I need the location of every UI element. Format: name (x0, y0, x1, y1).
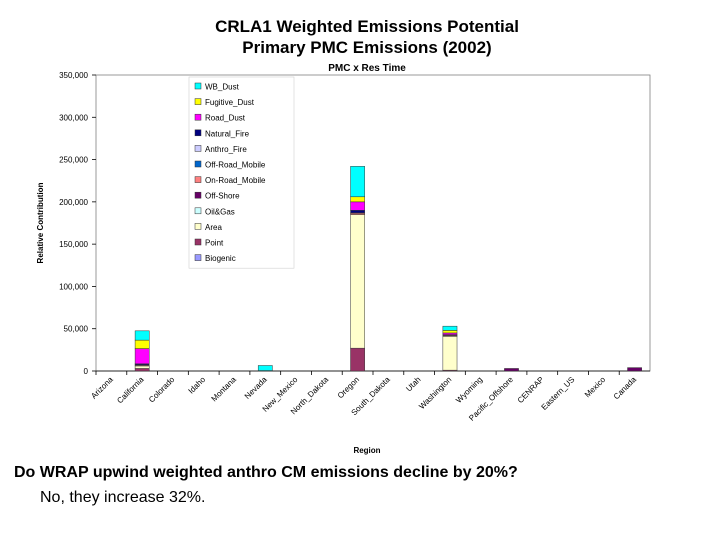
y-tick-label: 0 (84, 367, 89, 376)
x-tick-label: Wyoming (454, 375, 484, 405)
legend-label: Off-Shore (205, 192, 240, 201)
y-tick-label: 50,000 (64, 325, 89, 334)
legend-swatch (194, 82, 202, 90)
legend-label: Off-Road_Mobile (205, 161, 266, 170)
x-tick-label: Idaho (187, 375, 208, 396)
y-tick-label: 200,000 (59, 198, 88, 207)
y-tick-label: 300,000 (59, 113, 88, 122)
caption-answer: No, they increase 32%. (40, 489, 206, 506)
legend-swatch (194, 238, 202, 246)
legend-label: WB_Dust (205, 83, 240, 92)
legend-label: Anthro_Fire (205, 145, 247, 154)
legend-label: Oil&Gas (205, 207, 235, 216)
x-tick-label: Eastern_US (540, 375, 577, 412)
y-tick-label: 100,000 (59, 282, 88, 291)
x-tick-label: California (115, 375, 146, 406)
legend-swatch (194, 223, 202, 230)
x-tick-label: Arizona (89, 375, 115, 401)
x-tick-label: Mexico (583, 375, 608, 400)
legend-label: Biogenic (205, 254, 236, 263)
legend-swatch (194, 129, 202, 137)
legend-label: Point (205, 239, 224, 248)
bar-Pacific_Offshore-Off-Shore (504, 368, 519, 372)
y-tick-label: 150,000 (59, 240, 88, 249)
bar-Oregon-Point (350, 347, 365, 372)
legend-swatch (194, 98, 202, 105)
x-tick-label: Canada (612, 375, 639, 402)
legend-swatch (194, 160, 202, 168)
legend-swatch (194, 176, 202, 183)
x-tick-label: Oregon (336, 375, 361, 400)
legend-label: Fugitive_Dust (205, 98, 255, 107)
legend-box (188, 76, 295, 269)
legend-label: On-Road_Mobile (205, 176, 266, 185)
legend-swatch (194, 207, 202, 215)
bar-California-Fugitive_Dust (134, 339, 150, 349)
bar-Canada-Off-Shore (627, 367, 642, 372)
y-tick-label: 350,000 (59, 71, 88, 80)
chart-title-line2: Primary PMC Emissions (2002) (242, 38, 491, 57)
x-tick-label: CENRAP (516, 375, 546, 405)
bar-Oregon-WB_Dust (350, 166, 365, 198)
legend: WB_Dust Fugitive_Dust Road_Dust Natural_Fir… (188, 76, 295, 269)
y-tick-label: 250,000 (59, 156, 88, 165)
bar-California-WB_Dust (134, 330, 150, 341)
bar-California-Area (134, 365, 150, 369)
legend-label: Natural_Fire (205, 129, 250, 138)
bar-Washington-Fugitive_Dust (442, 330, 458, 334)
x-tick-label: Utah (404, 375, 422, 393)
bar-Washington-WB_Dust (442, 325, 458, 331)
chart: CRLA1 Weighted Emissions Potential Prima… (36, 17, 651, 455)
x-axis-label: Region (353, 446, 380, 455)
bar-Oregon-Road_Dust (350, 201, 365, 211)
plot-frame (95, 74, 651, 372)
x-tick-label: Colorado (147, 375, 177, 405)
x-tick-label: Washington (417, 375, 453, 411)
x-tick-label: Nevada (243, 375, 269, 401)
bar-Washington-Road_Dust (442, 332, 458, 335)
bar-Washington-Area (442, 336, 458, 371)
x-tick-label: Montana (210, 375, 239, 404)
y-axis-label: Relative Contribution (36, 182, 45, 263)
chart-subtitle: PMC x Res Time (328, 63, 406, 74)
legend-swatch (194, 254, 202, 261)
legend-swatch (194, 191, 202, 199)
bar-Oregon-Fugitive_Dust (350, 196, 365, 203)
bar-California-Road_Dust (134, 348, 150, 365)
legend-label: Road_Dust (205, 114, 246, 123)
legend-swatch (194, 145, 202, 152)
bar-Oregon-Area (350, 214, 365, 349)
bar-California-Point (134, 368, 150, 372)
legend-swatch (194, 113, 202, 121)
bar-Oregon-Natural_Fire (350, 210, 365, 214)
bar-Nevada-WB_Dust (257, 365, 273, 371)
caption-question: Do WRAP upwind weighted anthro CM emissi… (14, 464, 518, 481)
legend-label: Area (205, 223, 222, 232)
chart-title: CRLA1 Weighted Emissions Potential (215, 17, 519, 36)
